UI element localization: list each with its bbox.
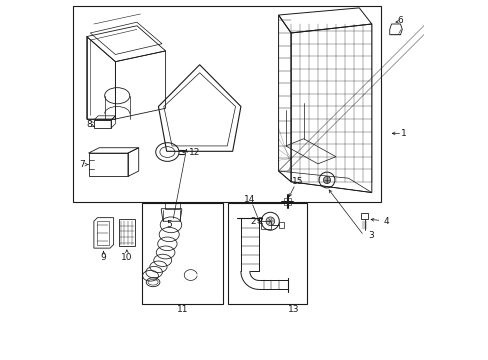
Text: 7: 7 — [80, 160, 85, 169]
Text: 10: 10 — [121, 253, 132, 262]
Text: 12: 12 — [188, 148, 200, 157]
Circle shape — [323, 176, 330, 184]
Bar — [228, 203, 306, 304]
Text: 1: 1 — [400, 129, 406, 138]
Bar — [164, 203, 180, 209]
Bar — [284, 198, 290, 205]
Text: 2: 2 — [257, 217, 263, 226]
Text: 4: 4 — [383, 217, 388, 226]
Text: 3: 3 — [367, 231, 373, 240]
Text: 11: 11 — [176, 305, 188, 314]
Bar — [260, 221, 271, 229]
Text: 5: 5 — [166, 220, 172, 229]
Bar — [278, 222, 284, 228]
Text: 2: 2 — [250, 217, 256, 226]
Text: 8: 8 — [86, 120, 92, 129]
Bar — [142, 203, 223, 304]
Bar — [360, 213, 367, 219]
Text: 13: 13 — [287, 305, 299, 314]
Text: 6: 6 — [397, 16, 403, 25]
Circle shape — [265, 217, 274, 226]
Text: 15: 15 — [291, 177, 303, 186]
Text: 14: 14 — [244, 195, 255, 204]
Bar — [73, 6, 381, 202]
Bar — [97, 221, 108, 244]
Text: 9: 9 — [101, 253, 106, 262]
